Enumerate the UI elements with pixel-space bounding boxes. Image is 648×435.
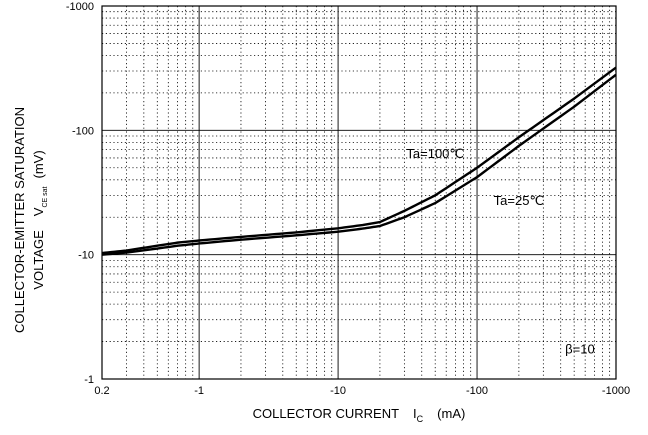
x-axis-label: COLLECTOR CURRENT IC (mA) [253,406,466,424]
x-tick-label: -100 [466,385,488,397]
y-axis-label-line2-text: VOLTAGE [31,230,46,290]
x-axis-label-unit: (mA) [437,406,465,421]
series-line-ta-25c [101,73,617,256]
y-tick-label: -10 [78,250,94,262]
curves [101,66,617,256]
x-axis-label-symbol: I [413,406,417,421]
annotation-1: Ta=25℃ [494,193,544,208]
y-tick-label: -100 [72,125,94,137]
x-tick-label: -1000 [602,385,630,397]
y-tick-label: -1000 [66,1,94,13]
y-axis-label: COLLECTOR-EMITTER SATURATION VOLTAGE VCE … [12,107,49,333]
x-tick-label: -1 [194,385,204,397]
y-axis-label-line1: COLLECTOR-EMITTER SATURATION [12,107,27,333]
y-axis-label-unit: (mV) [31,150,46,178]
y-tick-labels: -1 -10 -100 -1000 [66,1,94,386]
y-axis-label-line2: VOLTAGE VCE sat (mV) [31,150,49,289]
annotation-2: β=10 [565,342,595,357]
y-tick-label: -1 [84,374,94,386]
series-line-ta-100c [101,66,617,255]
plot-frame [101,5,617,380]
y-axis-label-sub: CE sat [42,186,49,207]
x-axis-label-sub: C [417,414,424,424]
y-axis-label-symbol: V [31,207,46,216]
annotation-0: Ta=100℃ [406,146,464,161]
annotations: Ta=100℃ Ta=25℃ β=10 [406,146,594,357]
minor-grid [101,6,616,379]
x-axis-label-text: COLLECTOR CURRENT [253,406,399,421]
x-tick-label: 0.2 [94,385,109,397]
x-tick-label: -10 [330,385,346,397]
x-tick-labels: 0.2 -1 -10 -100 -1000 [94,385,630,397]
